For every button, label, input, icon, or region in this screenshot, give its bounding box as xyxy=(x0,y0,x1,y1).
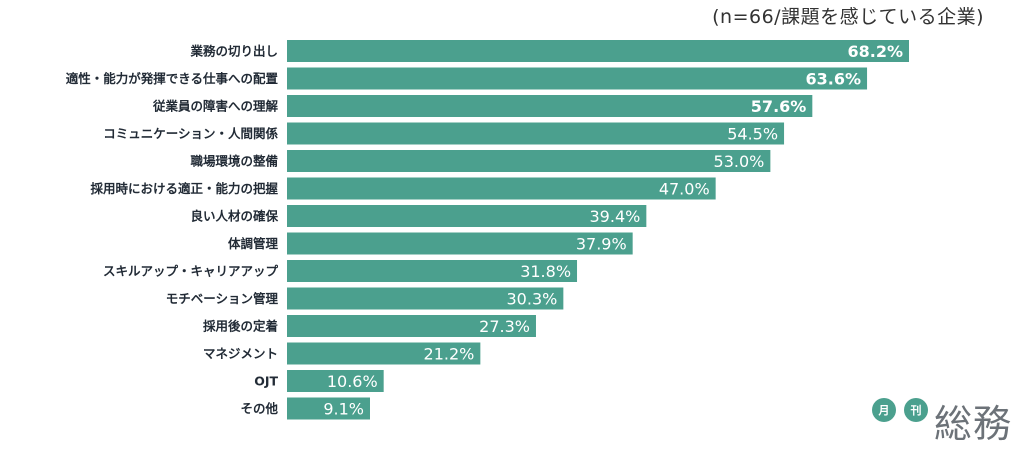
bar xyxy=(287,287,564,310)
bar xyxy=(287,205,647,227)
bar xyxy=(287,177,716,200)
value-label: 10.6% xyxy=(327,372,378,391)
bar xyxy=(287,150,771,172)
bar xyxy=(287,40,909,62)
logo-badge-1: 月 xyxy=(872,398,896,422)
bar xyxy=(287,342,481,365)
publisher-logo: 月 刊 総務 xyxy=(868,393,1018,449)
bar xyxy=(287,232,633,255)
value-label: 37.9% xyxy=(576,235,627,254)
category-label: 職場環境の整備 xyxy=(190,154,278,169)
category-label: 従業員の障害への理解 xyxy=(152,99,279,114)
sample-note: (n=66/課題を感じている企業) xyxy=(712,6,984,28)
bar xyxy=(287,122,785,145)
category-label: スキルアップ・キャリアアップ xyxy=(103,264,279,279)
bar xyxy=(287,95,813,117)
value-label: 54.5% xyxy=(727,125,778,144)
value-label: 21.2% xyxy=(424,345,475,364)
value-label: 47.0% xyxy=(659,180,710,199)
category-label: コミュニケーション・人間関係 xyxy=(103,126,278,141)
category-label: マネジメント xyxy=(203,346,278,361)
value-label: 31.8% xyxy=(520,262,571,281)
category-label: その他 xyxy=(240,401,278,416)
value-label: 68.2% xyxy=(847,42,903,61)
value-label: 63.6% xyxy=(806,70,862,89)
category-label: 業務の切り出し xyxy=(189,44,278,59)
category-label: 適性・能力が発揮できる仕事への配置 xyxy=(66,71,279,86)
category-label: 良い人材の確保 xyxy=(190,209,278,224)
bar xyxy=(287,260,578,282)
value-label: 27.3% xyxy=(479,317,530,336)
bar xyxy=(287,397,370,420)
value-label: 39.4% xyxy=(590,207,641,226)
logo-wordmark: 総務 xyxy=(934,402,1013,446)
bar xyxy=(287,315,536,337)
logo-badge-2: 刊 xyxy=(904,398,928,422)
category-label: OJT xyxy=(254,374,278,389)
bar xyxy=(287,370,384,392)
category-label: 採用時における適正・能力の把握 xyxy=(90,181,278,196)
category-label: 体調管理 xyxy=(228,236,279,251)
category-label: モチベーション管理 xyxy=(166,291,279,306)
value-label: 30.3% xyxy=(507,290,558,309)
bar xyxy=(287,67,868,90)
value-label: 9.1% xyxy=(323,400,364,419)
category-label: 採用後の定着 xyxy=(203,319,278,334)
value-label: 53.0% xyxy=(714,152,765,171)
value-label: 57.6% xyxy=(751,97,807,116)
